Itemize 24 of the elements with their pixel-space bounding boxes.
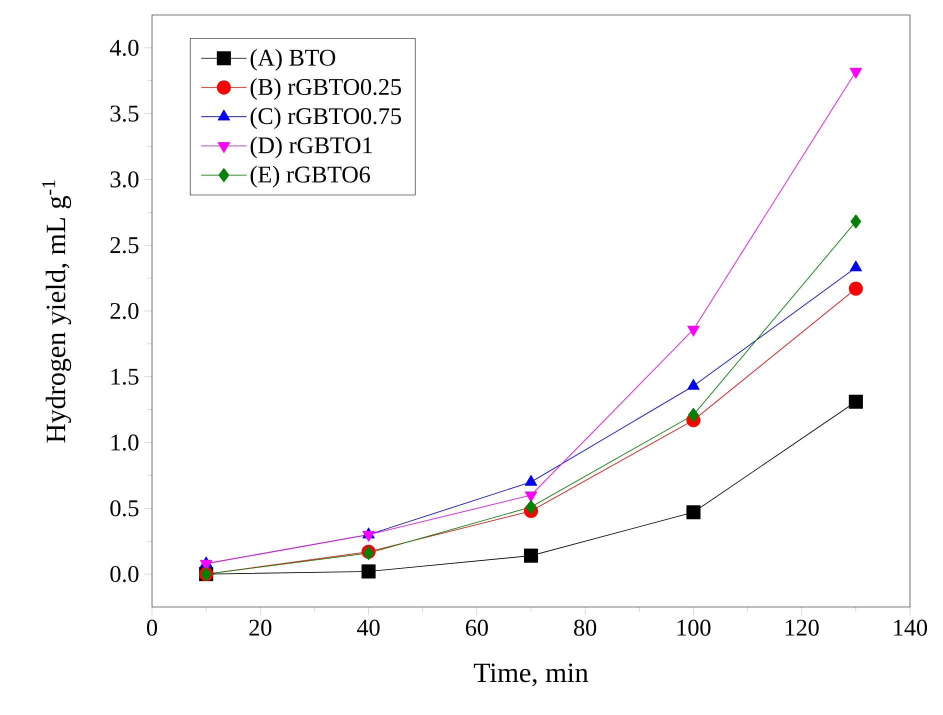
legend-label: (C) rGBTO0.75: [250, 107, 401, 130]
y-axis-title: Hydrogen yield, mL g$^{-1}$: [42, 180, 72, 443]
y-tick-label: 0.0: [110, 566, 138, 582]
x-tick-label: 0: [146, 620, 158, 636]
x-tick-label: 60: [466, 620, 488, 636]
y-tick-label: 0.5: [110, 500, 138, 516]
y-tick-label: 4.0: [110, 40, 138, 56]
legend-label: (B) rGBTO0.25: [250, 78, 401, 100]
x-tick-label: 140: [894, 620, 928, 636]
x-tick-label: 100: [678, 620, 710, 636]
x-axis-title: Time, min: [474, 663, 588, 686]
x-tick-label: 80: [574, 620, 596, 636]
y-tick-label: 2.0: [110, 302, 138, 320]
y-tick-label: 3.0: [110, 171, 138, 188]
y-tick-label: 1.5: [112, 368, 138, 385]
x-tick-label: 40: [357, 620, 380, 636]
x-tick-label: 20: [249, 620, 272, 636]
x-tick-label: 120: [786, 620, 819, 636]
y-tick-label: 2.5: [110, 237, 138, 254]
legend-label: (E) rGBTO6: [250, 166, 370, 188]
legend-label: (D) rGBTO1: [250, 136, 372, 158]
legend-label: (A) BTO: [250, 48, 336, 71]
y-tick-label: 3.5: [110, 106, 138, 122]
y-tick-label: 1.0: [112, 434, 138, 451]
